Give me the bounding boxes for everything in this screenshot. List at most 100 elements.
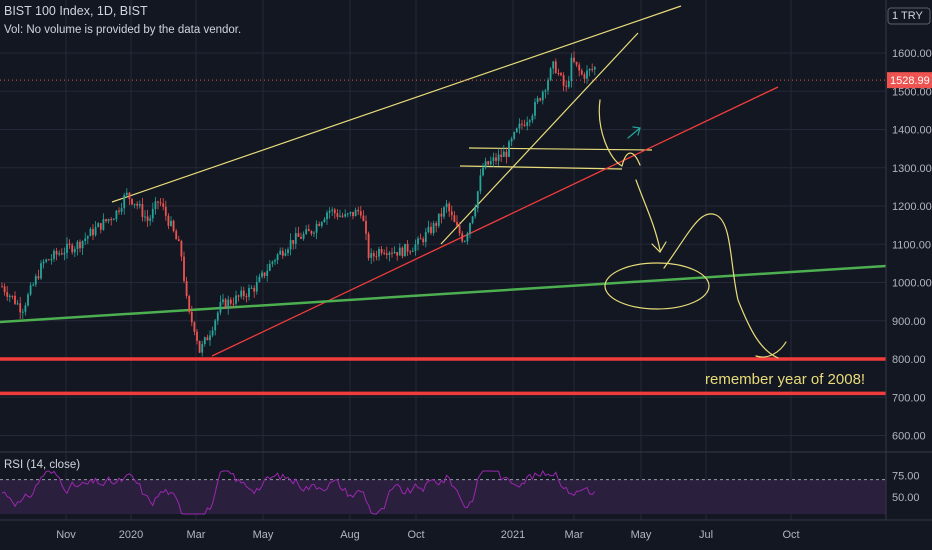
candle-body <box>417 238 419 245</box>
y-tick-label: 600.00 <box>892 431 926 443</box>
candle-body <box>14 295 16 304</box>
candle-body <box>331 209 334 211</box>
y-tick-label: 900.00 <box>892 316 926 328</box>
candle-body <box>292 240 295 244</box>
candle-body <box>315 223 318 233</box>
candle-body <box>50 258 53 261</box>
candle-body <box>144 216 146 218</box>
candle-body <box>211 330 214 336</box>
candle-body <box>201 343 204 353</box>
candle-body <box>60 253 63 255</box>
candle-body <box>115 210 118 220</box>
candle-body <box>193 322 196 332</box>
candle-body <box>55 250 58 255</box>
candle-body <box>235 295 237 304</box>
candle-body <box>409 251 412 253</box>
candle-body <box>6 292 9 297</box>
candle-body <box>396 252 399 256</box>
candle-body <box>183 256 185 282</box>
candle-body <box>92 228 94 236</box>
candle-body <box>565 85 568 87</box>
support-line-upper <box>468 147 653 151</box>
x-tick-label: May <box>631 529 652 541</box>
candle-body <box>172 220 175 232</box>
candle-body <box>237 295 240 297</box>
candle-body <box>180 241 183 257</box>
candle-body <box>346 213 349 215</box>
candle-body <box>370 253 373 258</box>
candle-body <box>560 73 562 76</box>
candle-body <box>1 286 3 288</box>
candle-body <box>154 201 157 209</box>
candle-body <box>94 227 97 236</box>
candle-body <box>450 211 453 216</box>
candle-body <box>383 252 386 254</box>
x-tick-label: Aug <box>340 529 360 541</box>
candle-body <box>557 72 560 74</box>
candle-body <box>588 68 591 71</box>
candle-body <box>419 238 422 240</box>
candle-body <box>3 286 6 293</box>
candle-body <box>89 228 92 237</box>
candle-body <box>453 215 456 223</box>
candle-body <box>489 160 492 165</box>
candle-body <box>40 263 42 279</box>
candle-body <box>276 254 279 261</box>
x-tick-label: Jul <box>699 529 713 541</box>
trendlines <box>0 5 887 396</box>
candle-body <box>544 90 547 92</box>
candle-body <box>297 233 300 237</box>
candle-body <box>138 204 141 206</box>
candle-body <box>554 61 557 73</box>
y-tick-label: 1500.00 <box>892 86 932 98</box>
candle-body <box>84 238 87 241</box>
candle-body <box>365 220 367 234</box>
candle-body <box>279 250 282 255</box>
candle-body <box>391 252 393 254</box>
candle-body <box>151 208 154 219</box>
candle-body <box>469 223 471 234</box>
candle-body <box>526 122 529 126</box>
candle-body <box>482 167 484 176</box>
candle-body <box>58 253 61 255</box>
candle-body <box>313 232 315 234</box>
candle-body <box>339 215 341 217</box>
candle-body <box>8 295 11 297</box>
rsi-pane <box>0 469 886 515</box>
candle-body <box>443 207 445 217</box>
candle-body <box>81 240 84 249</box>
candle-body <box>427 226 430 233</box>
candle-body <box>170 220 172 226</box>
y-tick-label: 800.00 <box>892 354 926 366</box>
candle-body <box>76 241 79 249</box>
candle-body <box>281 250 284 256</box>
candle-body <box>66 243 68 253</box>
support-line-lower <box>459 165 623 170</box>
candle-body <box>110 219 113 221</box>
candle-body <box>398 247 401 256</box>
candle-body <box>253 287 256 292</box>
candle-body <box>34 276 37 285</box>
candle-body <box>224 299 227 309</box>
candle-body <box>209 335 211 341</box>
candle-body <box>177 239 180 242</box>
candle-body <box>248 288 250 297</box>
candle-body <box>508 141 510 157</box>
candle-body <box>367 233 370 258</box>
candle-body <box>484 161 487 168</box>
candle-body <box>463 241 466 243</box>
candle-body <box>471 216 474 224</box>
candle-body <box>359 211 362 216</box>
candle-body <box>162 203 165 207</box>
candle-body <box>430 226 432 234</box>
candle-body <box>401 247 404 257</box>
candle-body <box>206 337 209 341</box>
candle-body <box>167 215 170 226</box>
candle-body <box>240 290 243 297</box>
rsi-tick-label: 75.00 <box>892 470 920 482</box>
candle-body <box>547 80 549 91</box>
candle-body <box>320 222 323 226</box>
candle-body <box>68 243 71 246</box>
candle-body <box>302 233 305 239</box>
